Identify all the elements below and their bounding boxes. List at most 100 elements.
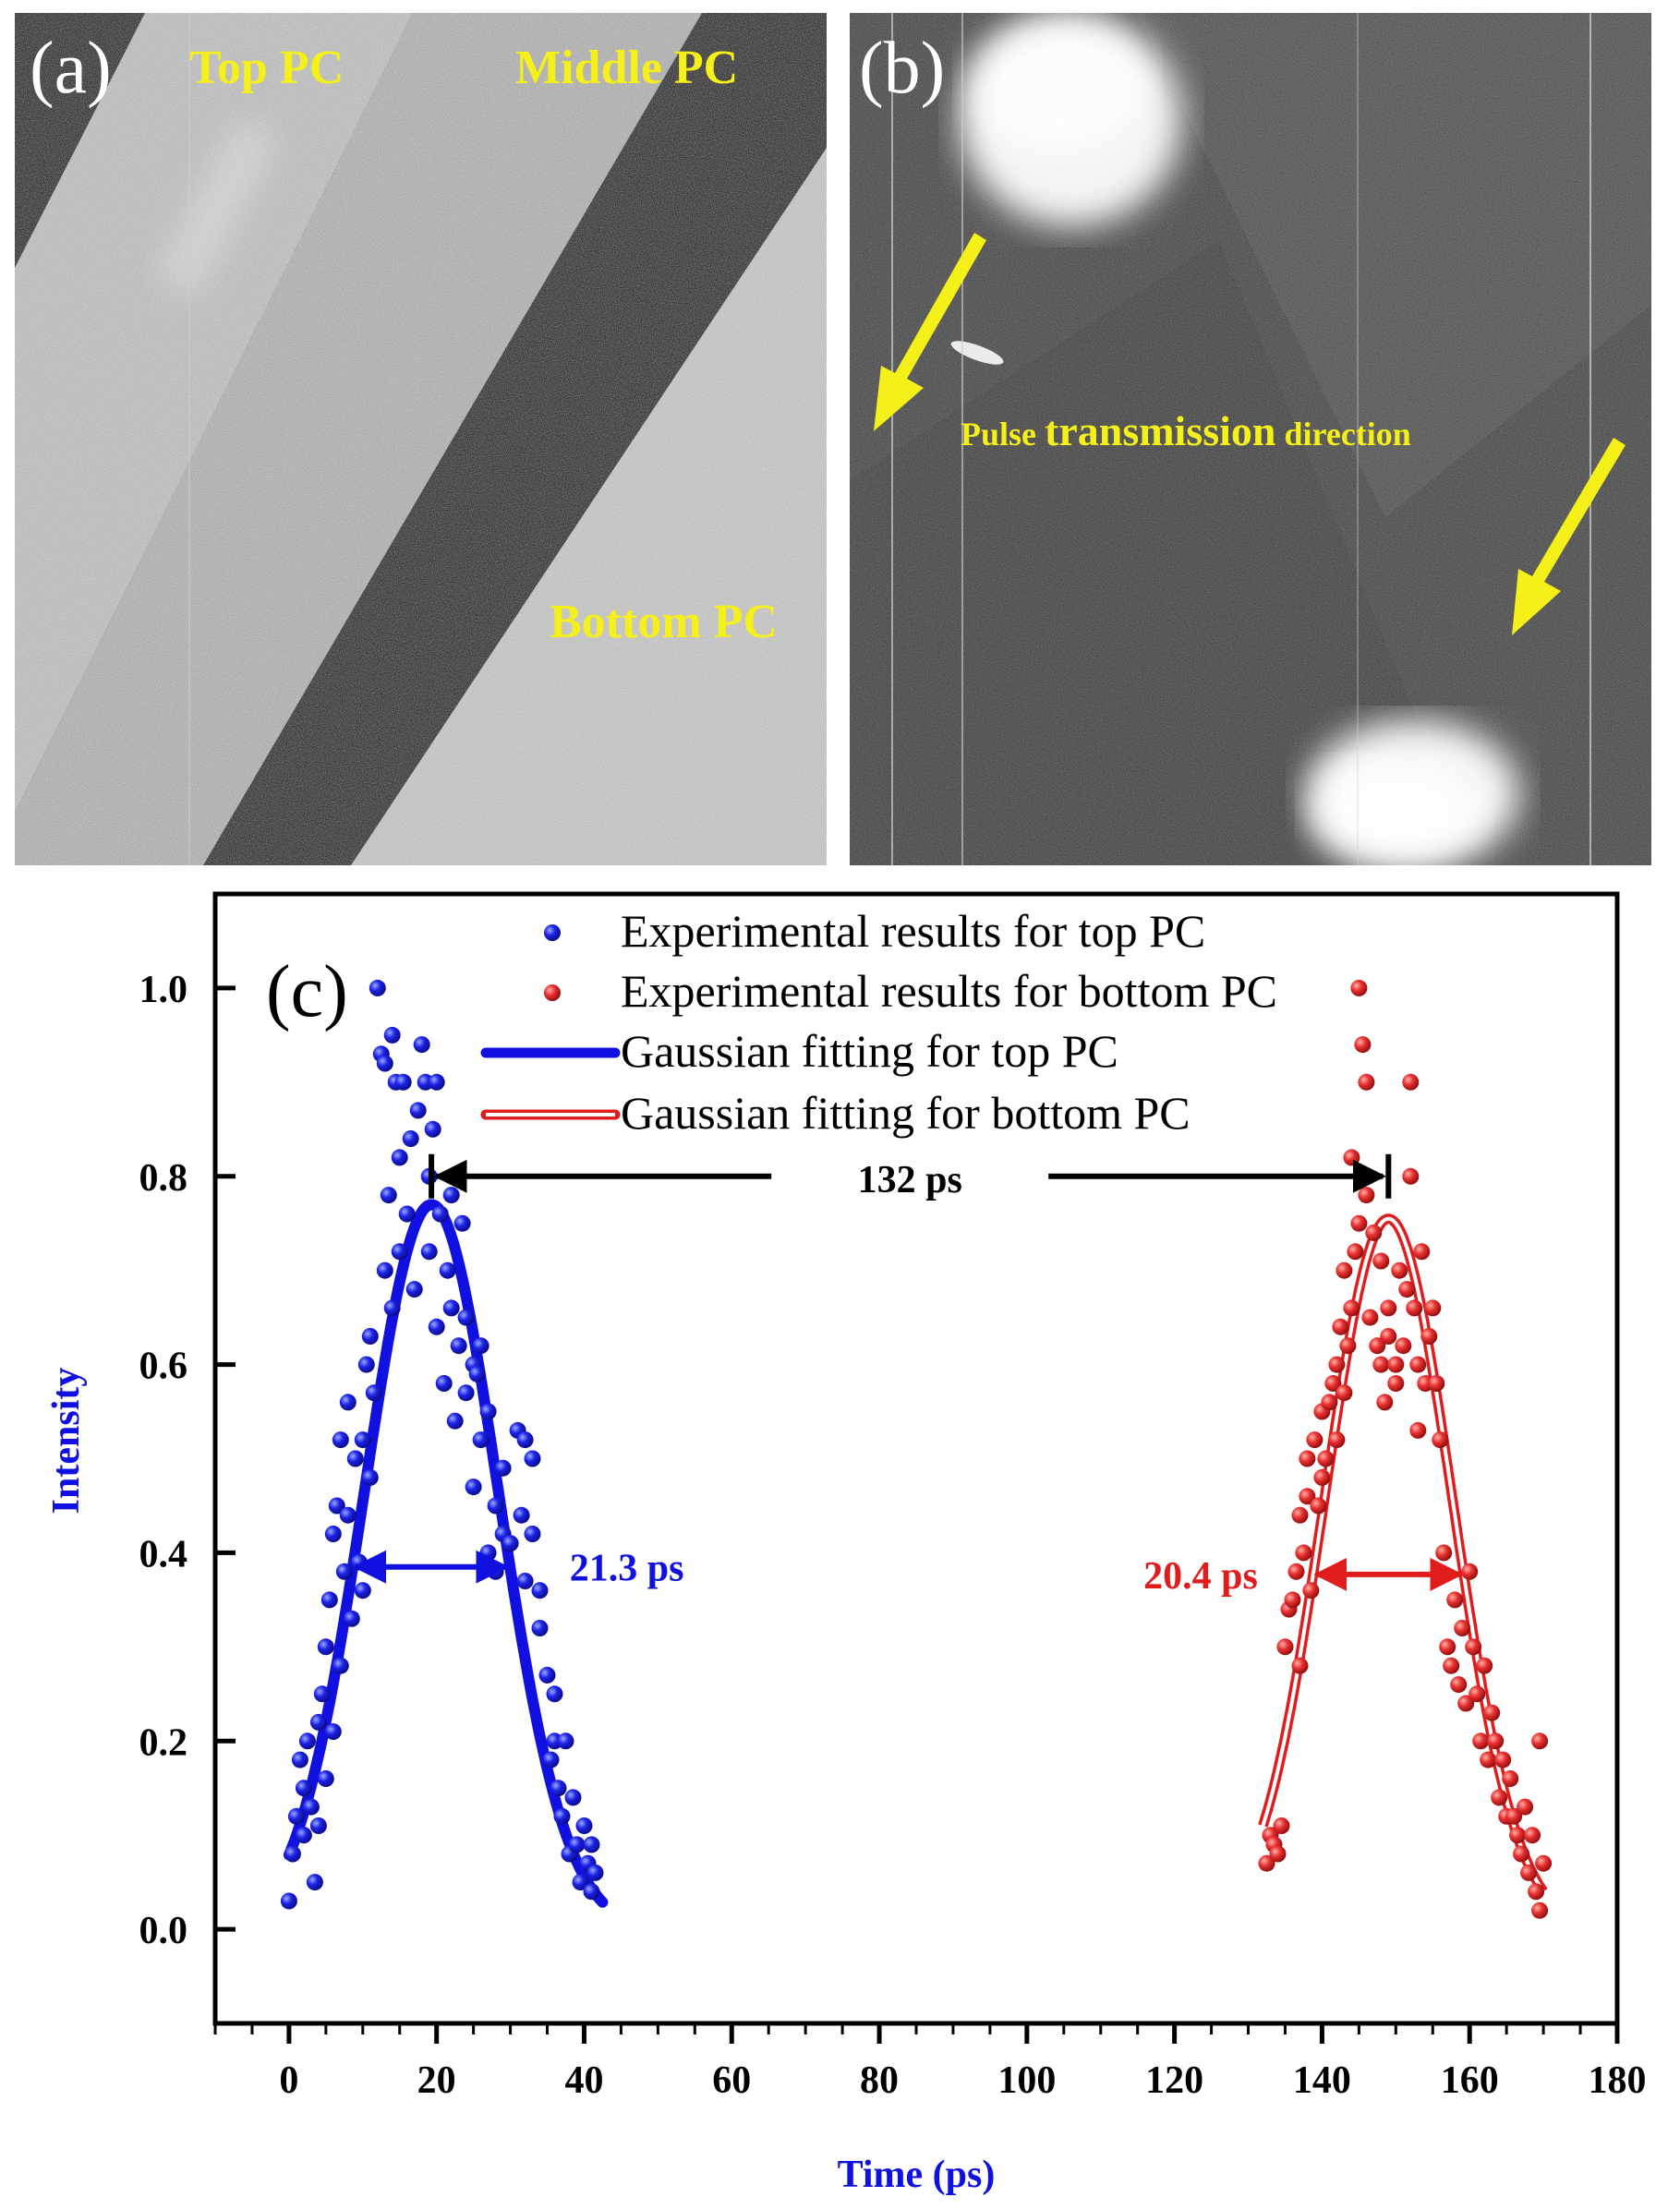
top-pc-point (439, 1261, 456, 1279)
bottom-pc-point (1343, 1149, 1360, 1166)
bottom-pc-point (1398, 1281, 1416, 1298)
bottom-pc-point (1350, 979, 1368, 996)
bottom-pc-point (1358, 1187, 1375, 1204)
bottom-pc-point (1450, 1676, 1468, 1694)
panel-b: (b) Pulse transmission direction (850, 13, 1651, 865)
bottom-pc-point (1505, 1807, 1523, 1825)
top-pc-point (442, 1187, 460, 1204)
direction-arrow-right (1512, 438, 1626, 635)
top-pc-point (557, 1732, 574, 1750)
top-pc-point (572, 1874, 589, 1891)
bottom-pc-point (1491, 1789, 1508, 1806)
bottom-pc-point (1461, 1563, 1479, 1580)
top-pc-point (424, 1120, 441, 1138)
bottom-pc-point (1476, 1657, 1493, 1674)
bottom-pc-point (1391, 1261, 1408, 1279)
bottom-pc-point (1480, 1751, 1497, 1768)
x-tick-label: 60 (712, 2059, 751, 2102)
bottom-pc-point (1380, 1299, 1397, 1317)
top-pc-point (550, 1780, 567, 1797)
bottom-pc-point (1520, 1864, 1538, 1881)
bottom-pc-point (1276, 1638, 1294, 1656)
bottom-pc-point (1269, 1845, 1287, 1863)
top-pc-point (376, 1055, 393, 1072)
panel-c: 0.0 0.2 0.4 0.6 0.8 1.0 0 20 40 60 80 100 120 140 160… (45, 891, 1647, 2196)
top-pc-point (431, 1205, 449, 1223)
top-pc-point (343, 1610, 360, 1627)
bottom-pc-point (1402, 1073, 1420, 1091)
x-tick-label: 120 (1145, 2059, 1203, 2102)
bottom-pc-point (1328, 1431, 1346, 1449)
top-pc-point (413, 1036, 430, 1054)
bottom-pc-point (1468, 1685, 1486, 1703)
top-pc-point (354, 1582, 371, 1599)
top-pc-point (361, 1328, 379, 1345)
top-pc-point (287, 1807, 305, 1825)
bottom-pc-point (1513, 1845, 1530, 1863)
top-pc-point (531, 1582, 549, 1599)
bottom-pc-point (1413, 1243, 1431, 1261)
top-pc-point (524, 1526, 541, 1542)
bottom-pc-point (1517, 1798, 1534, 1816)
bottom-pc-point (1509, 1827, 1527, 1844)
top-pc-point (398, 1205, 416, 1223)
bottom-pc-point (1457, 1695, 1475, 1712)
top-pc-point (357, 1356, 375, 1373)
top-pc-point (284, 1845, 301, 1863)
top-pc-point (457, 1384, 475, 1402)
bottom-pc-point (1302, 1582, 1320, 1599)
bottom-pc-point (1336, 1384, 1353, 1402)
bottom-pc-point (1258, 1854, 1275, 1872)
bottom-pc-point (1332, 1318, 1349, 1335)
bottom-pc-point (1299, 1450, 1316, 1467)
top-pc-point (369, 979, 386, 996)
x-tick-label: 0 (279, 2059, 298, 2102)
top-pc-point (354, 1431, 371, 1449)
bottom-pc-point (1409, 1356, 1427, 1373)
bottom-pc-point (1387, 1356, 1405, 1373)
bottom-pc-point (1535, 1854, 1553, 1872)
x-tick-label: 100 (997, 2059, 1056, 2102)
top-pc-point (538, 1666, 556, 1684)
top-pc-point (487, 1497, 504, 1515)
top-pc-point (339, 1394, 357, 1411)
bottom-pc-point (1324, 1375, 1342, 1392)
direction-label-suffix: direction (1276, 416, 1411, 453)
bottom-pc-point (1306, 1431, 1323, 1449)
bottom-pc-point (1372, 1252, 1390, 1270)
top-pc-point (583, 1836, 600, 1853)
top-pc-point (280, 1892, 297, 1910)
bottom-pc-point (1369, 1337, 1386, 1355)
separation-label: 132 ps (858, 1159, 962, 1201)
top-pc-point (457, 1309, 475, 1326)
x-tick-label: 80 (860, 2059, 899, 2102)
top-pc-points (280, 979, 604, 1910)
bottom-pc-point (1487, 1732, 1505, 1750)
x-tick-label: 40 (564, 2059, 603, 2102)
top-pc-fit (283, 1199, 609, 1908)
bottom-pc-point (1531, 1732, 1549, 1750)
bottom-pc-point (1321, 1394, 1338, 1411)
bottom-pc-point (1287, 1563, 1305, 1580)
top-pc-point (320, 1591, 338, 1609)
top-pc-point (324, 1723, 342, 1741)
bottom-pc-point (1502, 1770, 1519, 1787)
top-pc-point (564, 1789, 582, 1806)
legend-label-bottom-points: Experimental results for bottom PC (621, 965, 1277, 1017)
x-axis-label: Time (ps) (838, 2154, 996, 2196)
top-pc-point (428, 1318, 445, 1335)
bottom-pc-point (1454, 1620, 1471, 1636)
bottom-pc-point (1336, 1261, 1353, 1279)
top-pc-point (332, 1657, 349, 1674)
plot-frame (212, 891, 1620, 2026)
x-tick-label: 20 (417, 2059, 456, 2102)
top-pc-point (383, 1299, 401, 1317)
top-pc-point (317, 1638, 334, 1656)
bottom-pc-point (1387, 1375, 1405, 1392)
top-pc-point (335, 1563, 353, 1580)
bottom-pc-point (1402, 1167, 1420, 1185)
top-pc-point (339, 1506, 357, 1524)
y-tick-label: 0.6 (139, 1346, 188, 1388)
bottom-pc-point (1483, 1704, 1501, 1721)
